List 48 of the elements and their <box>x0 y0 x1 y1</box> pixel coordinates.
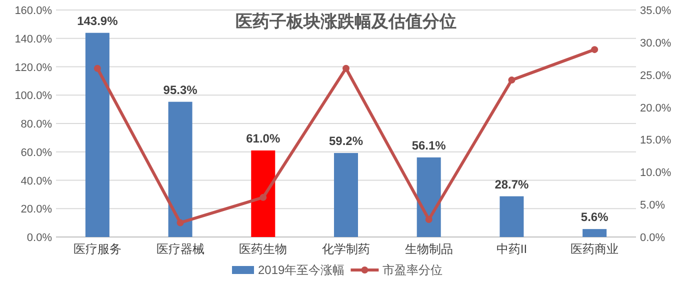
bar <box>582 229 607 237</box>
y-tick-label: 60.0% <box>20 146 52 159</box>
legend-label: 2019年至今涨幅 <box>258 263 345 277</box>
y2-tick-label: 25.0% <box>640 70 672 82</box>
point <box>508 76 516 84</box>
x-tick-label: 化学制药 <box>322 242 370 256</box>
y2-tick-label: 10.0% <box>640 167 672 180</box>
y-tick-label: 0.0% <box>26 232 52 244</box>
bar <box>334 153 358 237</box>
data-label: 143.9% <box>77 14 118 28</box>
y-tick-label: 80.0% <box>20 118 52 130</box>
bar <box>168 102 192 237</box>
point <box>260 194 267 201</box>
point <box>342 64 350 72</box>
point <box>425 216 432 223</box>
chart-title: 医药子板块涨跌幅及估值分位 <box>236 12 456 31</box>
data-label: 59.2% <box>328 134 364 148</box>
x-tick-label: 医疗服务 <box>73 242 122 256</box>
y2-tick-label: 5.0% <box>640 200 666 212</box>
bar <box>500 196 524 237</box>
y-tick-label: 120.0% <box>14 62 52 74</box>
y2-tick-label: 30.0% <box>640 37 672 50</box>
x-tick-label: 中药II <box>496 242 528 256</box>
y-tick-label: 140.0% <box>14 33 52 46</box>
data-label: 56.1% <box>412 138 446 152</box>
data-label: 28.7% <box>494 177 530 192</box>
bar <box>85 32 110 237</box>
y2-tick-label: 0.0% <box>640 232 666 244</box>
data-label: 95.3% <box>163 82 198 97</box>
y-tick-label: 100.0% <box>14 90 52 102</box>
x-tick-label: 医药生物 <box>239 242 288 256</box>
x-tick-label: 生物制品 <box>404 242 453 256</box>
y2-tick-label: 20.0% <box>640 102 672 114</box>
y-tick-label: 160.0% <box>14 5 52 17</box>
y2-tick-label: 15.0% <box>640 134 672 147</box>
bar <box>251 150 276 237</box>
x-tick-label: 医疗器械 <box>156 242 204 256</box>
bar <box>416 157 441 237</box>
y-tick-label: 20.0% <box>20 204 52 216</box>
data-label: 61.0% <box>246 131 280 146</box>
point <box>94 64 101 72</box>
x-tick-label: 医药商业 <box>570 242 619 256</box>
y-tick-label: 40.0% <box>20 175 52 188</box>
legend-label: 市盈率分位 <box>382 263 443 277</box>
y2-tick-label: 35.0% <box>640 5 672 17</box>
point <box>176 219 184 226</box>
data-label: 5.6% <box>580 210 609 224</box>
point <box>591 46 598 54</box>
